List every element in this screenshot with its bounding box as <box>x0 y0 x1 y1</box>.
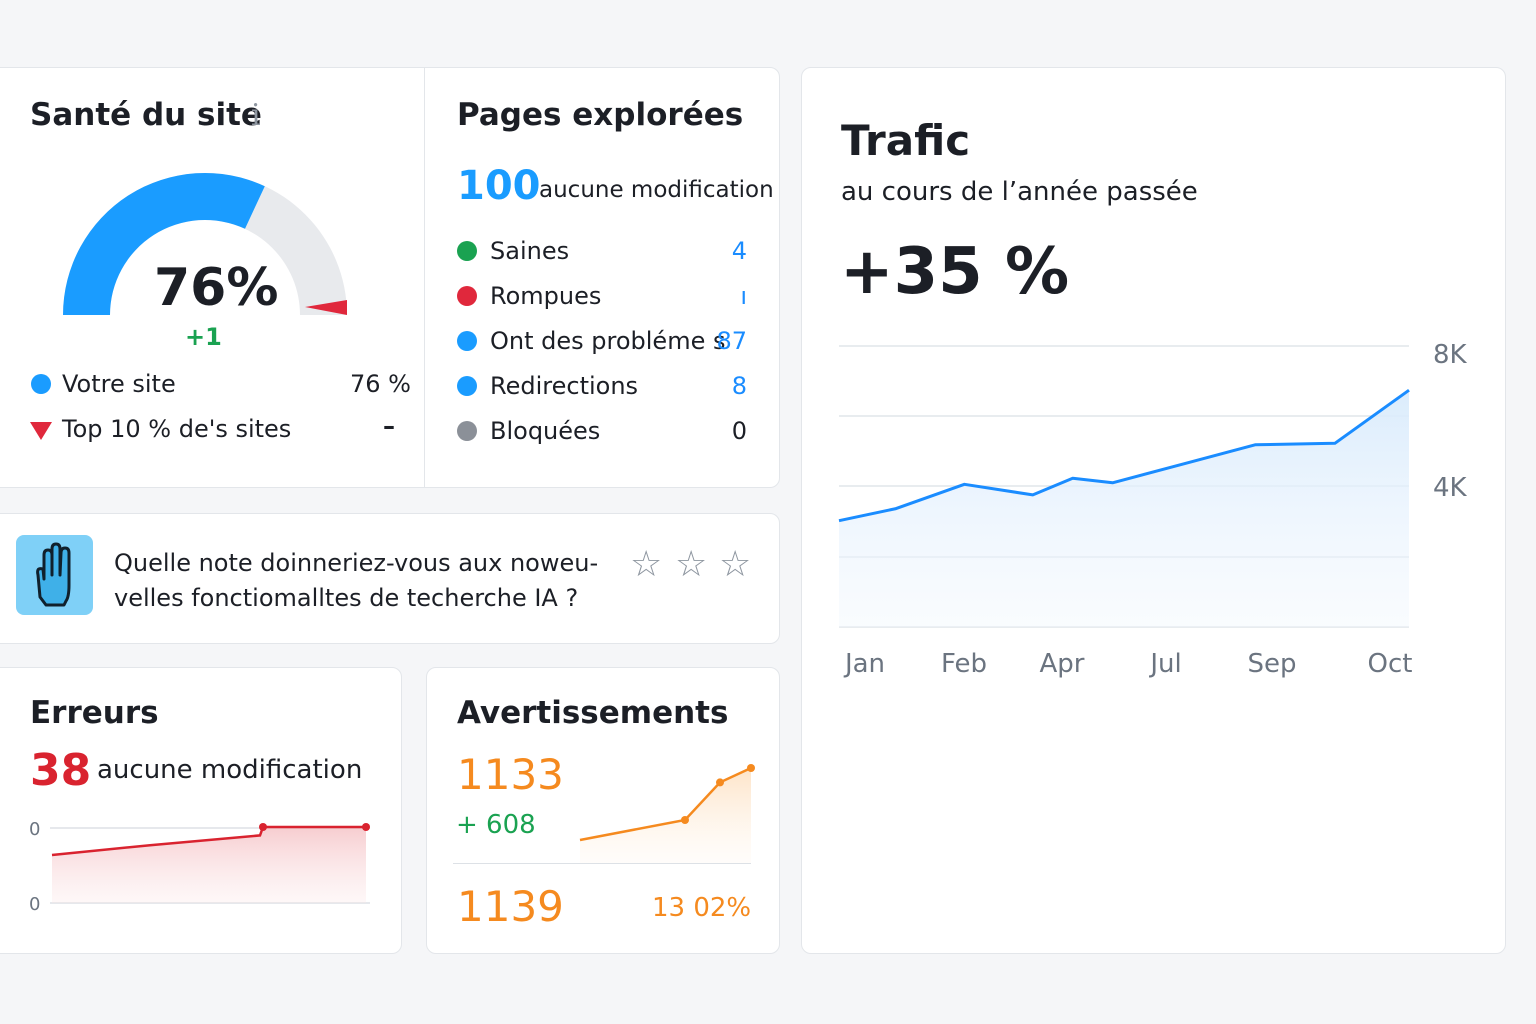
status-value[interactable]: 8 <box>731 372 747 400</box>
errors-ytick-top: 0 <box>29 819 41 840</box>
warnings-title: Avertissements <box>457 695 729 731</box>
traffic-ytick: 8K <box>1433 340 1468 370</box>
status-dot <box>457 331 477 351</box>
traffic-xtick: Feb <box>941 649 987 679</box>
traffic-xtick: Oct <box>1368 649 1413 679</box>
warnings-sparkline <box>579 764 755 864</box>
status-label: Saines <box>490 237 570 265</box>
errors-area <box>52 827 366 903</box>
top10-marker <box>305 300 347 315</box>
legend-top10-label: Top 10 % de's sites <box>62 415 292 443</box>
status-value[interactable]: ı <box>740 282 747 310</box>
errors-line <box>51 825 366 857</box>
errors-count[interactable]: 38 <box>30 745 92 796</box>
warnings-count[interactable]: 1133 <box>457 750 564 799</box>
traffic-title: Trafic <box>841 116 971 165</box>
pages-crawled-title: Pages explorées <box>457 97 744 133</box>
site-health-delta: +1 <box>185 323 222 351</box>
traffic-xtick: Sep <box>1247 649 1296 679</box>
status-label: Bloquées <box>490 417 601 445</box>
page-status-row[interactable]: Bloquées 0 <box>455 417 755 449</box>
warnings-percent: 13 02% <box>652 893 752 923</box>
errors-card <box>0 667 402 954</box>
traffic-subtitle: au cours de l’année passée <box>841 177 1198 207</box>
site-health-gauge <box>63 172 347 315</box>
warnings-point <box>747 764 755 772</box>
hand-icon <box>16 535 93 615</box>
feedback-question-line2: velles fonctiomalltes de techerche IA ? <box>114 584 579 612</box>
status-dot <box>457 376 477 396</box>
warnings-point <box>716 778 724 787</box>
traffic-chart: 8K 4K Jan Feb Apr Jul Sep Oct <box>838 340 1468 679</box>
warnings-line <box>579 766 752 842</box>
traffic-change: +35 % <box>840 235 1070 309</box>
status-value[interactable]: 4 <box>731 237 747 265</box>
feedback-card <box>0 513 780 644</box>
pages-crawled-change: aucune modification <box>539 177 774 203</box>
warnings-count-secondary-suffix: 9 <box>537 882 564 931</box>
site-health-percent: 76% <box>154 258 279 318</box>
errors-point <box>259 823 267 831</box>
errors-sparkline <box>50 823 370 904</box>
status-value[interactable]: 87 <box>716 327 747 355</box>
legend-your-site-label: Votre site <box>62 370 176 398</box>
warnings-delta: + 608 <box>456 810 536 840</box>
legend-your-site-dot <box>31 374 51 394</box>
traffic-line <box>838 388 1410 523</box>
traffic-xtick: Jul <box>1148 649 1181 679</box>
pages-crawled-count[interactable]: 100 <box>457 163 541 209</box>
traffic-xtick: Apr <box>1040 649 1085 679</box>
pages-crawled-card <box>424 67 780 488</box>
status-label: Ont des probléme s <box>490 327 726 355</box>
warnings-point <box>681 816 689 824</box>
traffic-area <box>839 390 1409 627</box>
warnings-count-secondary-main: 113 <box>457 882 538 931</box>
page-status-row[interactable]: Ont des probléme s 87 <box>455 327 755 359</box>
page-status-row[interactable]: Redirections 8 <box>455 372 755 404</box>
gauge-fill <box>63 172 265 315</box>
errors-change: aucune modification <box>97 755 363 785</box>
status-label: Rompues <box>490 282 602 310</box>
traffic-xtick: Jan <box>843 649 885 679</box>
errors-title: Erreurs <box>30 695 159 731</box>
page-status-row[interactable]: Saines 4 <box>455 237 755 269</box>
errors-ytick-bottom: 0 <box>29 894 41 915</box>
errors-point <box>362 823 370 831</box>
rating-star-1-icon[interactable]: ☆ <box>630 544 663 585</box>
info-icon[interactable]: i <box>251 98 261 133</box>
page-status-row[interactable]: Rompues ı <box>455 282 755 314</box>
traffic-ytick: 4K <box>1433 473 1468 503</box>
rating-star-2-icon[interactable]: ☆ <box>675 544 708 585</box>
feedback-question-line1: Quelle note doinneriez-vous aux noweu- <box>114 549 599 577</box>
status-dot <box>457 286 477 306</box>
rating-star-3-icon[interactable]: ☆ <box>719 544 752 585</box>
legend-top10-value: – <box>383 412 395 440</box>
status-label: Redirections <box>490 372 639 400</box>
legend-your-site-value: 76 % <box>350 370 411 398</box>
warnings-area <box>580 768 751 864</box>
status-dot <box>457 241 477 261</box>
warnings-count-secondary[interactable]: 1139 <box>457 882 564 931</box>
status-dot <box>457 421 477 441</box>
legend-top10-triangle-icon <box>30 422 52 440</box>
site-health-title: Santé du site <box>30 97 262 133</box>
status-value[interactable]: 0 <box>731 417 747 445</box>
warnings-divider <box>453 863 751 864</box>
